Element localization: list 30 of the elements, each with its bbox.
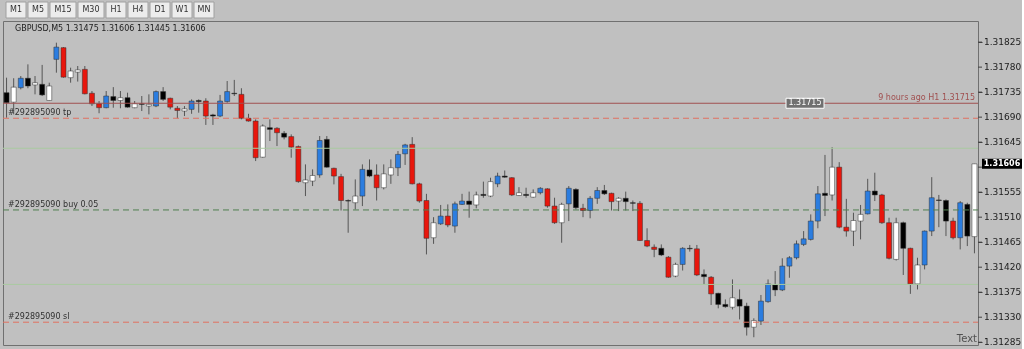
y-tick-label: 1.31735 — [984, 87, 1022, 98]
ref-line-label: #292895090 sl — [8, 312, 70, 322]
chart-title: GBPUSD,M5 1.31475 1.31606 1.31445 1.31606 — [15, 24, 206, 33]
y-tick-label: 1.31285 — [984, 337, 1022, 348]
text: D1 — [154, 5, 166, 14]
ref-line-label: #292895090 tp — [8, 108, 72, 118]
annotation: Text — [955, 333, 978, 344]
annotation: 1.31715 — [788, 98, 822, 108]
candlestick — [238, 87, 245, 120]
text: MN — [197, 5, 211, 14]
y-tick-label: 1.31375 — [984, 287, 1022, 298]
y-tick-label: 1.31330 — [984, 312, 1022, 323]
text: M30 — [82, 5, 100, 14]
text: M5 — [32, 5, 44, 14]
text: H1 — [110, 5, 122, 14]
y-tick-label: 1.31420 — [984, 262, 1022, 273]
y-tick-label: 1.31825 — [984, 37, 1022, 48]
ref-line-label: #292895090 buy 0.05 — [8, 199, 99, 209]
y-tick-label: 1.31465 — [984, 237, 1022, 248]
y-tick-label: 1.31645 — [984, 137, 1022, 148]
y-tick-label: 1.31690 — [984, 112, 1022, 123]
text: M1 — [10, 5, 22, 14]
y-tick-label: 1.31555 — [984, 187, 1022, 198]
y-tick-label: 1.31510 — [984, 212, 1022, 223]
ref-line-label: 9 hours ago H1 1.31715 — [878, 93, 975, 103]
text: 1.31606 — [983, 158, 1021, 168]
text: H4 — [132, 5, 144, 14]
text: M15 — [54, 5, 72, 14]
y-tick-label: 1.31780 — [984, 62, 1022, 73]
text: W1 — [175, 5, 189, 14]
